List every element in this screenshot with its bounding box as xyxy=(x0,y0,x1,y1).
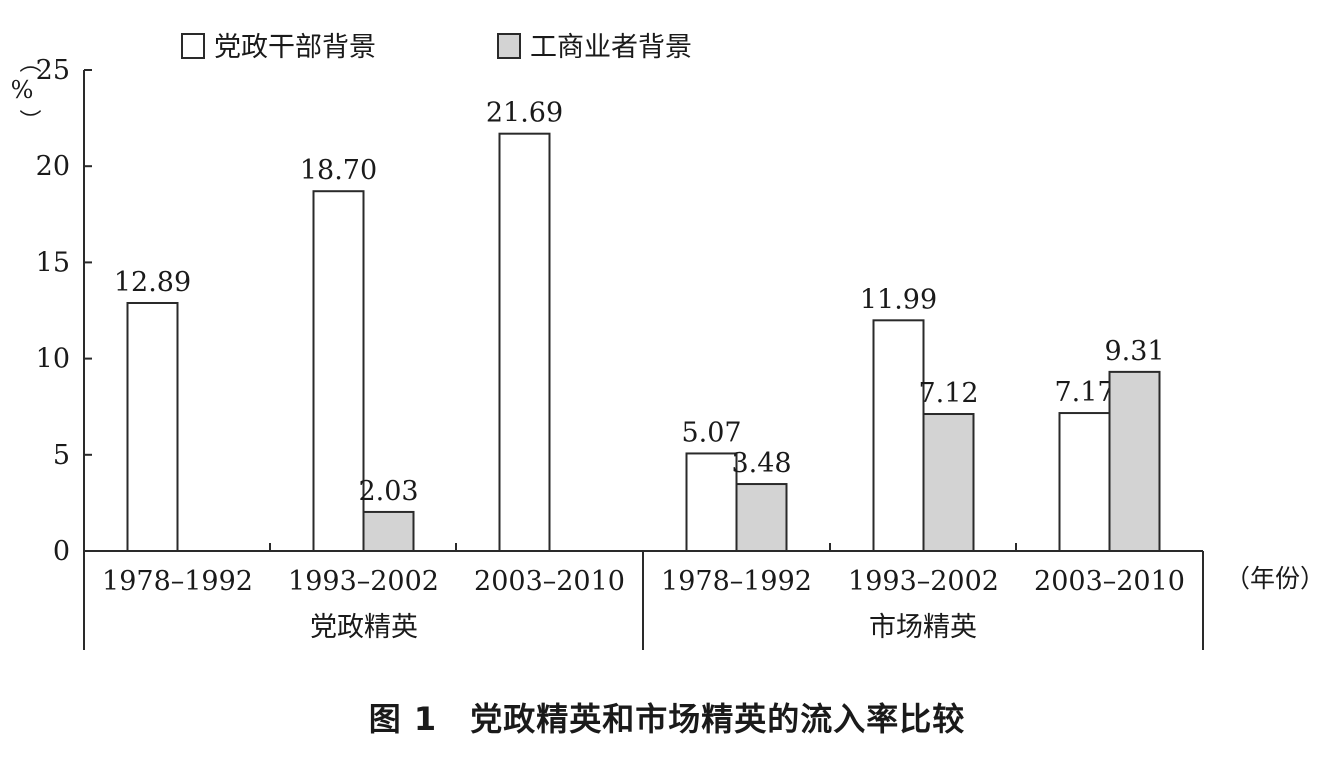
bar-cadre xyxy=(312,190,365,552)
figure-caption: 图 1 党政精英和市场精英的流入率比较 xyxy=(368,700,966,738)
x-axis-unit-label: （年份） xyxy=(1225,564,1325,593)
group-label: 党政精英 xyxy=(310,612,418,643)
data-label: 18.70 xyxy=(300,155,377,186)
bar-business xyxy=(922,413,975,552)
data-label: 3.48 xyxy=(731,448,791,479)
x-tick-label: 1978–1992 xyxy=(661,566,812,597)
y-tick-label: 25 xyxy=(36,55,70,86)
bar-business xyxy=(362,510,415,553)
data-label: 12.89 xyxy=(114,267,191,298)
bar-cadre xyxy=(685,452,738,552)
x-tick-label: 1993–2002 xyxy=(288,566,439,597)
bar-cadre xyxy=(872,319,925,553)
y-tick-label: 5 xyxy=(53,440,70,471)
data-label: 7.17 xyxy=(1054,377,1114,408)
bar-cadre xyxy=(126,301,179,552)
y-tick-label: 0 xyxy=(53,536,70,567)
bar-business xyxy=(735,483,788,552)
legend-swatch xyxy=(497,33,521,59)
x-tick-label: 1993–2002 xyxy=(848,566,999,597)
y-tick-label: 20 xyxy=(36,151,70,182)
data-label: 9.31 xyxy=(1104,336,1164,367)
group-label: 市场精英 xyxy=(869,612,977,643)
chart: 0 5 10 15 20 25（% ） 1978–1992 1993–2002 2003–2010… xyxy=(11,32,1325,650)
x-tick-label: 2003–2010 xyxy=(1034,566,1185,597)
legend-label: 工商业者背景 xyxy=(530,32,692,63)
legend-swatch xyxy=(181,33,205,59)
bar-cadre xyxy=(1058,412,1111,552)
x-tick-label: 2003–2010 xyxy=(474,566,625,597)
y-axis-paren-close: ） xyxy=(16,109,41,131)
y-tick-label: 10 xyxy=(36,344,70,375)
legend-label: 党政干部背景 xyxy=(214,32,376,63)
data-label: 2.03 xyxy=(358,476,418,507)
y-axis-paren-open: （ xyxy=(16,51,41,73)
bar-business xyxy=(1108,370,1161,553)
data-label: 7.12 xyxy=(918,378,978,409)
x-tick-label: 1978–1992 xyxy=(102,566,253,597)
data-label: 5.07 xyxy=(681,417,741,448)
y-tick-label: 15 xyxy=(36,247,70,278)
data-label: 11.99 xyxy=(860,284,937,315)
bar-cadre xyxy=(498,132,551,553)
data-label: 21.69 xyxy=(486,98,563,129)
y-axis-label: % xyxy=(11,76,34,104)
